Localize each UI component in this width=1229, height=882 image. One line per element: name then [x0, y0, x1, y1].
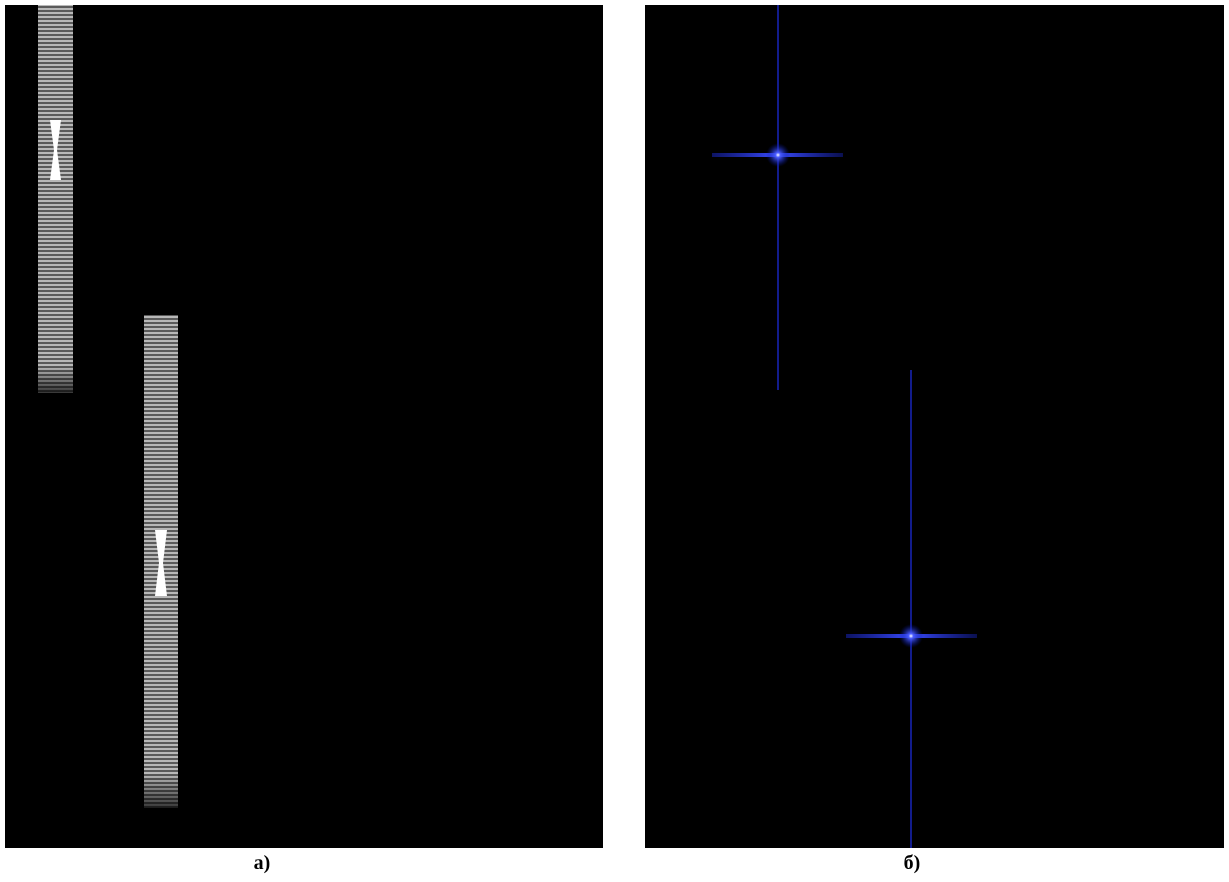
panel-a-image	[5, 5, 603, 848]
spectrum-line	[910, 370, 912, 848]
fringe-fade	[38, 5, 73, 393]
panel-b-image	[645, 5, 1224, 848]
spectrum-peak	[899, 624, 923, 648]
spectrum-line	[777, 5, 779, 390]
spectrum-peak	[766, 143, 790, 167]
fringe-center	[155, 530, 167, 596]
fringe-center	[50, 120, 61, 180]
panel-label: а)	[253, 852, 271, 874]
panel-label: б)	[903, 852, 921, 874]
